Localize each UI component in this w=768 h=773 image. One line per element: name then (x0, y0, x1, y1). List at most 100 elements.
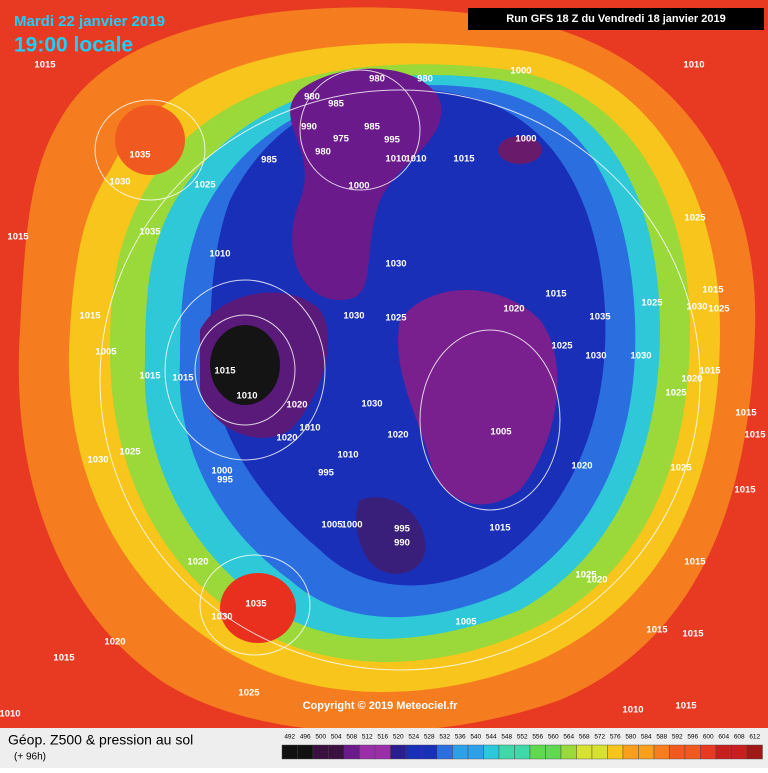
isobar-label: 1005 (321, 520, 343, 531)
isobar-label: 995 (217, 475, 234, 486)
isobar-label: 1035 (139, 227, 161, 238)
isobar-label: 1010 (0, 709, 21, 720)
isobar-label: 1030 (87, 455, 108, 466)
isobar-label: 1015 (34, 60, 56, 71)
scale-label: 552 (517, 734, 528, 741)
scale-swatch (700, 744, 717, 760)
scale-label: 580 (625, 734, 636, 741)
scale-label: 528 (424, 734, 435, 741)
scale-label: 596 (687, 734, 698, 741)
isobar-label: 980 (417, 74, 433, 85)
isobar-label: 1025 (684, 213, 706, 224)
isobar-label: 1025 (575, 570, 597, 581)
run-info: Run GFS 18 Z du Vendredi 18 janvier 2019 (506, 13, 725, 25)
isobar-label: 1025 (708, 304, 730, 315)
isobar-label: 1030 (630, 351, 651, 362)
isobar-label: 985 (364, 122, 381, 133)
scale-label: 608 (734, 734, 745, 741)
scale-label: 588 (656, 734, 667, 741)
isobar-label: 1020 (286, 400, 307, 411)
color-scale: 492 496 500 504 508 512 516 520 524 528 532 536 540 5… (281, 734, 763, 760)
isobar-label: 1020 (387, 430, 408, 441)
isobar-label: 1015 (646, 625, 668, 636)
isobar-label: 1030 (211, 612, 232, 623)
isobar-label: 1030 (343, 311, 364, 322)
scale-label: 508 (346, 734, 357, 741)
map-background (0, 0, 768, 733)
isobar-label: 1015 (53, 653, 75, 664)
isobar-label: 1010 (622, 705, 643, 716)
scale-label: 520 (393, 734, 404, 741)
scale-swatch (560, 744, 577, 760)
isobar-label: 1035 (245, 599, 267, 610)
isobar-label: 1015 (744, 430, 766, 441)
copyright: Copyright © 2019 Meteociel.fr (303, 700, 459, 712)
scale-swatch (405, 744, 422, 760)
isobar-label: 1025 (551, 341, 573, 352)
scale-label: 524 (408, 734, 419, 741)
scale-swatch (715, 744, 732, 760)
isobar-label: 1010 (209, 249, 230, 260)
scale-swatch (653, 744, 670, 760)
isobar-label: 1015 (702, 285, 724, 296)
isobar-label: 1005 (455, 617, 477, 628)
scale-swatch (452, 744, 469, 760)
isobar-label: 990 (301, 122, 317, 133)
isobar-label: 995 (318, 468, 335, 479)
isobar-label: 980 (369, 74, 385, 85)
isobar-label: 1015 (699, 366, 721, 377)
scale-label: 568 (579, 734, 590, 741)
scale-label: 592 (672, 734, 683, 741)
isobar-label: 1020 (187, 557, 208, 568)
isobar-label: 1025 (670, 463, 692, 474)
isobar-label: 1030 (109, 177, 130, 188)
isobar-label: 1020 (276, 433, 297, 444)
scale-label: 492 (284, 734, 295, 741)
isobar-label: 1015 (7, 232, 29, 243)
isobar-label: 1000 (510, 66, 531, 77)
legend-title: Géop. Z500 & pression au sol (8, 732, 193, 748)
isobar-label: 985 (261, 155, 278, 166)
scale-label: 584 (641, 734, 652, 741)
scale-swatch (638, 744, 655, 760)
isobar-label: 990 (394, 538, 410, 549)
scale-swatch (467, 744, 484, 760)
isobar-label: 1030 (585, 351, 606, 362)
isobar-label: 1015 (735, 408, 757, 419)
scale-swatch (436, 744, 453, 760)
scale-swatch (312, 744, 329, 760)
scale-label: 560 (548, 734, 559, 741)
isobar-label: 1000 (341, 520, 362, 531)
scale-label: 504 (331, 734, 342, 741)
scale-swatch (343, 744, 360, 760)
scale-label: 536 (455, 734, 466, 741)
isobar-label: 1030 (361, 399, 382, 410)
isobar-label: 1020 (586, 575, 607, 586)
scale-swatch (591, 744, 608, 760)
isobar-label: 1015 (453, 154, 475, 165)
isobar-label: 1005 (95, 347, 117, 358)
isobar-label: 1020 (503, 304, 524, 315)
scale-swatch (529, 744, 546, 760)
isobar-label: 1020 (104, 637, 125, 648)
isobar-label: 1010 (385, 154, 406, 165)
isobar-label: 1000 (348, 181, 369, 192)
scale-swatch (374, 744, 391, 760)
isobar-label: 985 (328, 99, 345, 110)
isobar-label: 1015 (682, 629, 704, 640)
isobar-label: 1030 (385, 259, 406, 270)
isobar-label: 1035 (129, 150, 151, 161)
isobar-label: 1025 (238, 688, 260, 699)
isobar-labels: 1015 1035 1030 1025 1035 1015 1010 1015 1005 1015… (0, 60, 766, 720)
isobar-label: 1015 (489, 523, 511, 534)
isobar-label: 1010 (683, 60, 704, 71)
isobar-label: 1015 (684, 557, 706, 568)
isobar-label: 1005 (490, 427, 512, 438)
scale-swatch (576, 744, 593, 760)
scale-swatch (669, 744, 686, 760)
isobar-label: 980 (304, 92, 320, 103)
scale-swatch (746, 744, 763, 760)
scale-swatch (297, 744, 314, 760)
scale-swatch (328, 744, 345, 760)
scale-swatch (483, 744, 500, 760)
